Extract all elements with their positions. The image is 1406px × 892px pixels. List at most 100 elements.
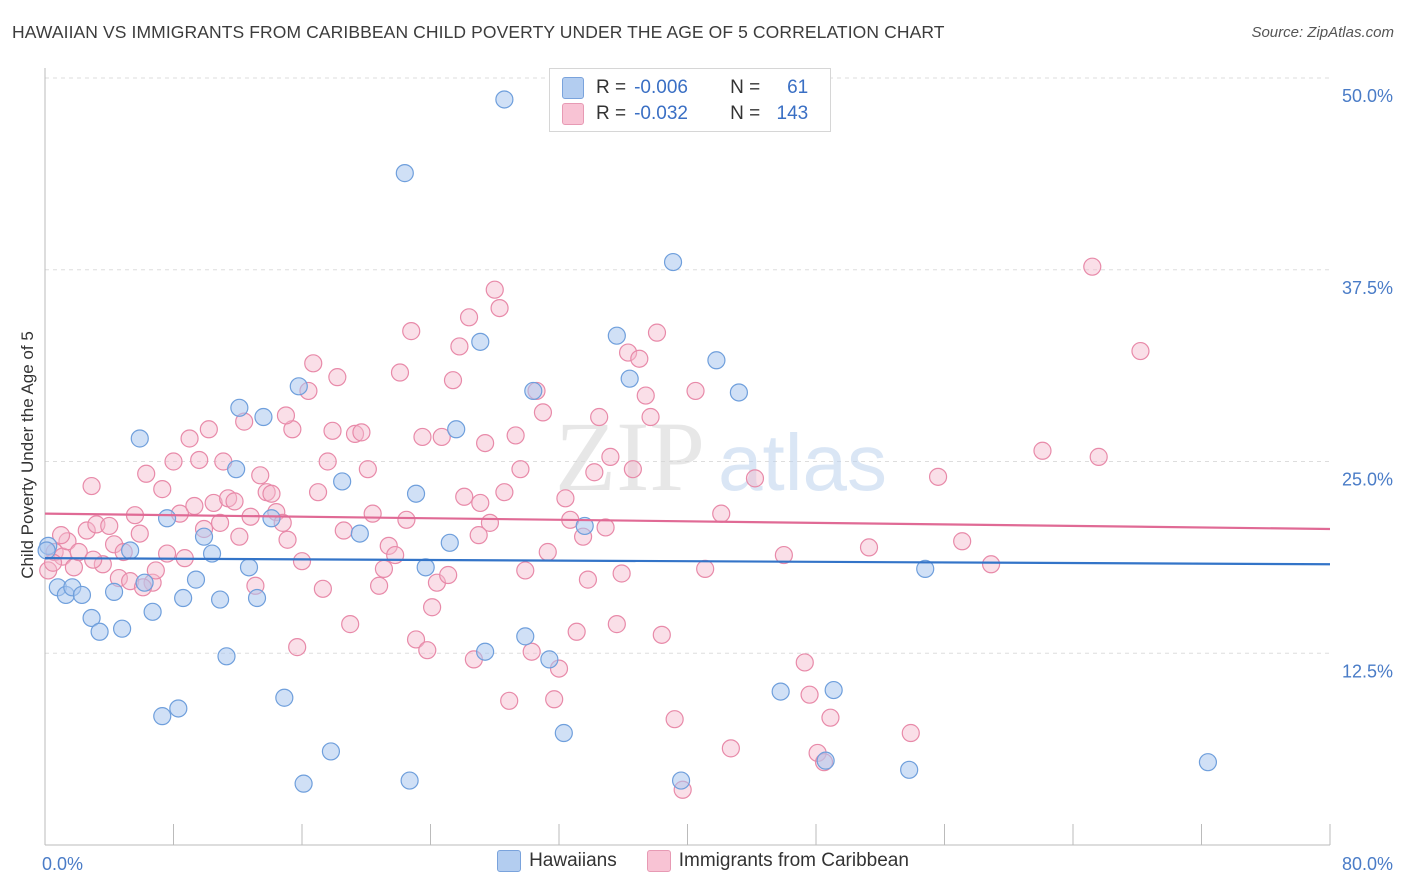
point-caribbean xyxy=(418,641,437,660)
point-caribbean xyxy=(276,406,296,425)
point-hawaiians xyxy=(824,680,843,700)
n-label: N = xyxy=(730,77,761,98)
point-caribbean xyxy=(104,535,124,554)
x-min-label: 0.0% xyxy=(42,854,83,874)
point-caribbean xyxy=(358,460,377,479)
watermark: ZIP atlas xyxy=(555,401,887,512)
point-hawaiians xyxy=(406,484,426,503)
point-caribbean xyxy=(455,487,474,506)
point-hawaiians xyxy=(275,688,294,707)
series-caribbean-points xyxy=(39,257,1150,799)
series-legend: Hawaiians Immigrants from Caribbean xyxy=(0,850,1406,872)
point-caribbean xyxy=(516,561,535,580)
chart-title: HAWAIIAN VS IMMIGRANTS FROM CARIBBEAN CH… xyxy=(12,22,945,42)
point-hawaiians xyxy=(771,682,790,701)
point-caribbean xyxy=(199,420,218,439)
point-caribbean xyxy=(386,545,405,565)
point-caribbean xyxy=(471,493,490,513)
point-caribbean xyxy=(180,429,199,448)
point-caribbean xyxy=(318,452,337,471)
point-caribbean xyxy=(423,598,442,617)
point-caribbean xyxy=(146,561,165,580)
point-hawaiians xyxy=(395,164,414,183)
point-caribbean xyxy=(522,642,541,661)
point-hawaiians xyxy=(104,582,124,601)
grid-lines xyxy=(45,77,1330,654)
point-caribbean xyxy=(630,349,649,368)
legend-label-hawaiians: Hawaiians xyxy=(529,850,617,871)
r-label: R = xyxy=(596,103,627,124)
point-hawaiians xyxy=(400,771,419,790)
point-hawaiians xyxy=(210,590,230,609)
point-caribbean xyxy=(495,483,514,502)
point-caribbean xyxy=(485,280,504,299)
point-hawaiians xyxy=(174,588,193,608)
point-hawaiians xyxy=(37,541,56,560)
y-tick-label: 12.5% xyxy=(1342,661,1393,681)
point-hawaiians xyxy=(900,760,919,779)
point-caribbean xyxy=(77,521,96,540)
point-caribbean xyxy=(859,538,879,557)
point-caribbean xyxy=(352,423,371,442)
point-caribbean xyxy=(795,653,814,672)
point-caribbean xyxy=(313,579,332,598)
stats-swatch-blue xyxy=(562,77,584,99)
point-hawaiians xyxy=(729,383,749,402)
point-hawaiians xyxy=(202,544,222,563)
point-hawaiians xyxy=(1198,753,1218,772)
point-hawaiians xyxy=(607,326,626,345)
point-hawaiians xyxy=(254,407,273,427)
point-hawaiians xyxy=(671,771,691,790)
point-caribbean xyxy=(774,545,793,565)
point-hawaiians xyxy=(135,573,154,592)
point-hawaiians xyxy=(916,559,935,578)
point-hawaiians xyxy=(294,774,313,793)
point-caribbean xyxy=(607,615,626,634)
point-caribbean xyxy=(1033,441,1052,460)
point-caribbean xyxy=(1131,341,1150,361)
stats-legend: R = -0.006 N = 61 R = -0.032 N = 143 xyxy=(549,68,831,132)
point-hawaiians xyxy=(130,429,149,448)
point-caribbean xyxy=(545,690,564,709)
point-caribbean xyxy=(323,421,342,440)
point-caribbean xyxy=(379,536,398,555)
point-caribbean xyxy=(130,524,149,543)
point-hawaiians xyxy=(230,398,249,417)
point-hawaiians xyxy=(289,377,308,396)
point-caribbean xyxy=(341,615,360,634)
point-caribbean xyxy=(665,710,684,729)
point-caribbean xyxy=(51,526,71,545)
point-hawaiians xyxy=(575,516,594,536)
point-hawaiians xyxy=(90,622,109,641)
point-caribbean xyxy=(82,476,101,496)
point-caribbean xyxy=(1089,447,1108,466)
point-caribbean xyxy=(292,552,312,571)
point-caribbean xyxy=(618,343,638,362)
trend-line-caribbean xyxy=(44,512,1331,531)
point-caribbean xyxy=(443,371,463,390)
point-hawaiians xyxy=(157,509,177,528)
series-hawaiians-points xyxy=(37,90,1218,793)
point-hawaiians xyxy=(350,524,369,543)
legend-swatch-pink xyxy=(646,850,671,872)
point-caribbean xyxy=(696,559,715,578)
legend-item-caribbean[interactable]: Immigrants from Caribbean xyxy=(646,850,909,872)
point-caribbean xyxy=(374,559,394,578)
x-max-label: 80.0% xyxy=(1342,854,1393,874)
legend-item-hawaiians[interactable]: Hawaiians xyxy=(497,850,617,872)
r-label: R = xyxy=(596,77,627,98)
point-caribbean xyxy=(712,504,731,523)
point-hawaiians xyxy=(333,472,352,491)
point-caribbean xyxy=(469,526,488,545)
point-caribbean xyxy=(556,489,575,508)
point-caribbean xyxy=(476,433,495,453)
point-hawaiians xyxy=(554,723,573,743)
point-hawaiians xyxy=(321,742,341,761)
y-tick-label: 50.0% xyxy=(1342,86,1393,106)
point-caribbean xyxy=(821,708,840,727)
point-caribbean xyxy=(901,723,920,743)
point-caribbean xyxy=(390,363,410,382)
point-caribbean xyxy=(406,630,426,649)
legend-label-caribbean: Immigrants from Caribbean xyxy=(678,850,909,871)
